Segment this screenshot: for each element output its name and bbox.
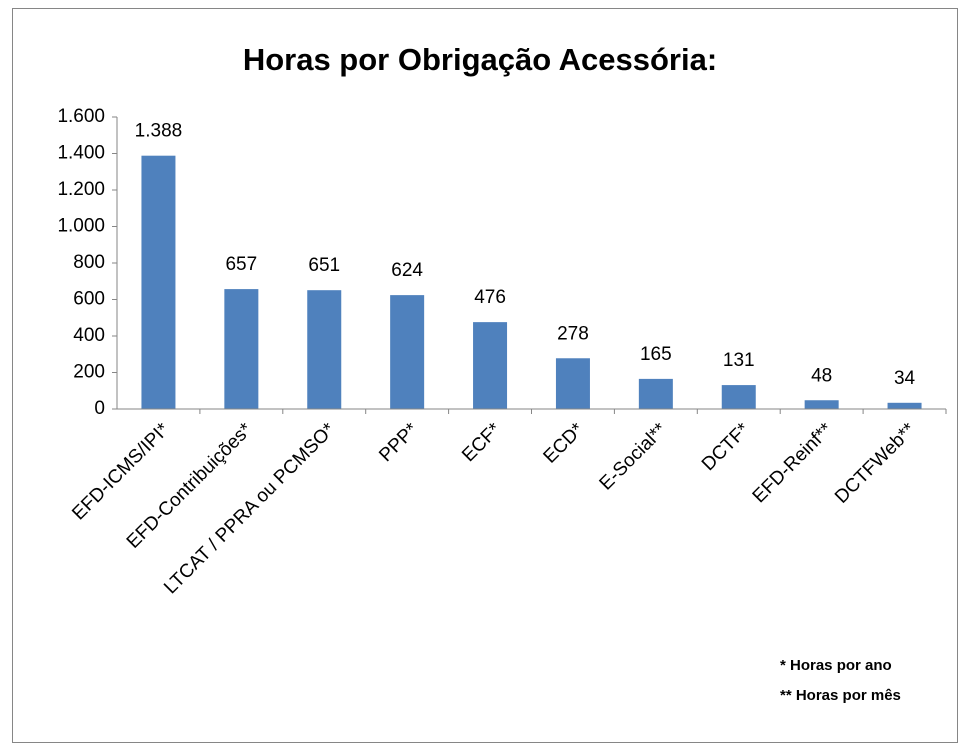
- y-tick-label: 1.200: [57, 179, 105, 200]
- y-tick-label: 1.400: [57, 143, 105, 164]
- y-tick-label: 800: [73, 252, 105, 273]
- bar: [638, 378, 673, 409]
- bar: [721, 385, 756, 409]
- bar: [804, 400, 839, 409]
- value-label: 476: [474, 287, 506, 308]
- bar: [555, 358, 590, 409]
- y-tick-label: 0: [94, 398, 105, 419]
- value-label: 48: [811, 365, 832, 386]
- y-tick-label: 600: [73, 289, 105, 310]
- bar: [887, 402, 922, 409]
- value-label: 651: [308, 255, 340, 276]
- value-label: 624: [391, 260, 423, 281]
- bar: [224, 289, 259, 409]
- value-label: 657: [225, 254, 257, 275]
- value-label: 131: [723, 350, 755, 371]
- y-tick-label: 1.000: [57, 216, 105, 237]
- chart-title: Horas por Obrigação Acessória:: [243, 42, 717, 77]
- footnote: ** Horas por mês: [780, 687, 901, 704]
- footnote: * Horas por ano: [780, 657, 892, 674]
- bar: [141, 155, 176, 409]
- value-label: 34: [894, 368, 916, 389]
- bar: [390, 295, 425, 409]
- value-label: 1.388: [135, 121, 183, 142]
- y-tick-label: 1.600: [57, 106, 105, 127]
- bar: [473, 322, 508, 409]
- y-tick-label: 200: [73, 362, 105, 383]
- y-tick-label: 400: [73, 325, 105, 346]
- value-label: 165: [640, 344, 672, 365]
- bar: [307, 290, 342, 409]
- value-label: 278: [557, 323, 589, 344]
